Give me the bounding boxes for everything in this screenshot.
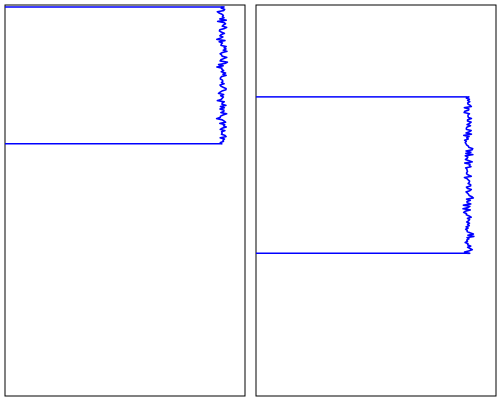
chart-panel-right — [255, 4, 497, 397]
series-jagged-edge — [215, 6, 229, 145]
series-jagged-edge — [462, 96, 475, 255]
plot-frame — [4, 4, 246, 397]
plot-frame — [255, 4, 497, 397]
chart-panel-left — [4, 4, 246, 397]
